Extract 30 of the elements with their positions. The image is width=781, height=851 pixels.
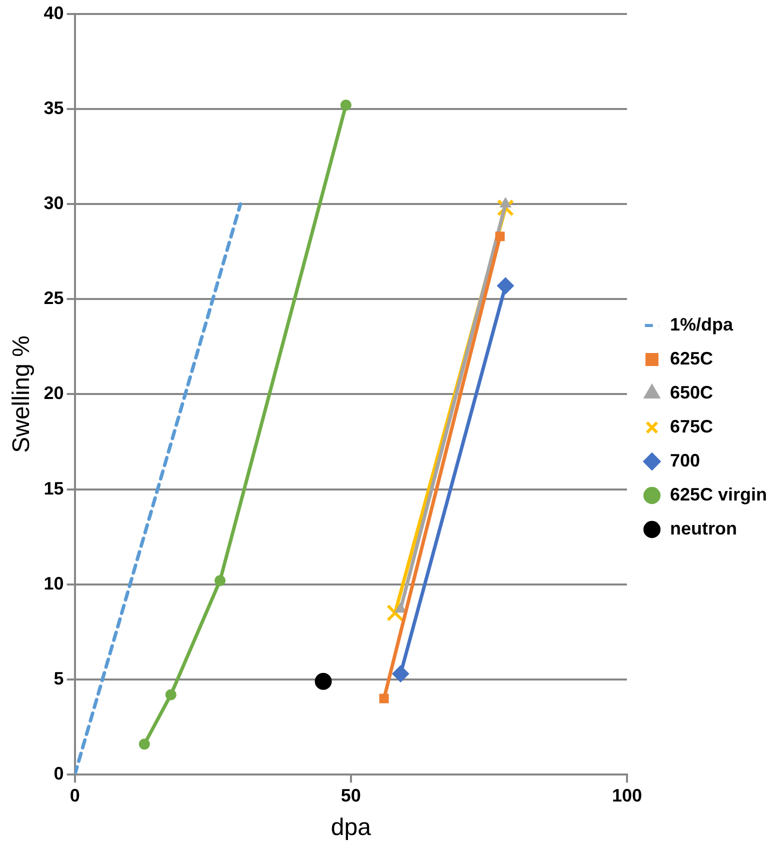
- x-axis-title: dpa: [330, 814, 372, 842]
- legend-label: 675C: [670, 416, 713, 436]
- y-tick-label: 10: [44, 573, 64, 594]
- point: [314, 672, 332, 690]
- point: [340, 100, 352, 111]
- point: [214, 575, 226, 586]
- legend-label: 1%/dpa: [670, 314, 734, 334]
- y-tick-label: 30: [44, 192, 64, 213]
- y-tick-label: 0: [54, 764, 64, 784]
- x-tick-label: 50: [340, 785, 361, 806]
- legend-label: neutron: [670, 518, 737, 538]
- y-tick-label: 35: [44, 98, 64, 118]
- y-tick-label: 5: [54, 668, 64, 688]
- point: [138, 738, 150, 750]
- y-tick-label: 15: [44, 478, 64, 498]
- legend-label: 700: [670, 450, 700, 470]
- point: [379, 694, 389, 704]
- point: [392, 665, 410, 682]
- y-axis-title: Swelling %: [8, 336, 36, 453]
- x-tick-label: 0: [70, 785, 80, 806]
- point: [496, 277, 514, 294]
- y-tick-label: 20: [44, 383, 64, 404]
- point: [165, 689, 176, 700]
- point: [495, 232, 505, 242]
- legend-label: 625C: [670, 348, 713, 368]
- x-tick-label: 100: [612, 785, 642, 806]
- y-tick-label: 40: [44, 2, 64, 23]
- y-tick-label: 25: [44, 288, 64, 308]
- legend-label: 625C virgin: [670, 484, 768, 504]
- legend-label: 650C: [670, 382, 713, 402]
